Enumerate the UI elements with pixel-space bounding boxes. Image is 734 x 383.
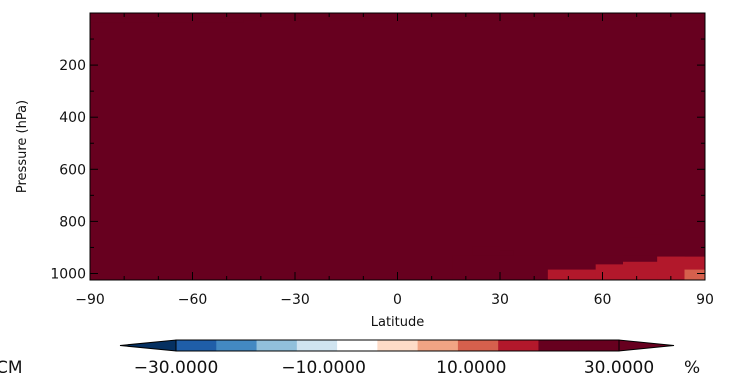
- x-axis-label: Latitude: [371, 315, 425, 330]
- colorbar-swatches: [119, 339, 675, 352]
- colorbar-left-text: CM: [0, 358, 23, 378]
- x-tick-label: −60: [178, 292, 208, 308]
- heatmap-cell: [500, 250, 514, 256]
- colorbar-tick-label: −10.0000: [281, 358, 366, 378]
- colorbar-swatch: [337, 340, 378, 351]
- y-tick-label: 800: [59, 214, 86, 230]
- colorbar-under-arrow: [119, 339, 177, 352]
- x-axis: −90 −60 −30 0 30 60 90: [75, 13, 714, 308]
- plot-area: −90 −60 −30 0 30 60 90 200 400 600 800 1000 Latitu…: [15, 12, 714, 330]
- colorbar-frame: [175, 339, 620, 352]
- colorbar-swatch: [377, 340, 419, 351]
- heatmap-cell: [90, 18, 244, 23]
- colorbar-over-arrow: [618, 339, 675, 352]
- y-tick-label: 600: [59, 162, 86, 178]
- colorbar-swatch: [457, 340, 499, 351]
- heatmap-cell: [664, 229, 685, 256]
- y-axis: 200 400 600 800 1000: [50, 38, 705, 282]
- heatmap-background: [90, 13, 705, 280]
- y-tick-label: 200: [59, 58, 86, 74]
- x-tick-label: −90: [75, 292, 105, 308]
- heatmap-cell: [623, 237, 644, 256]
- heatmap-cell: [623, 261, 664, 280]
- colorbar-swatch: [256, 340, 298, 351]
- x-tick-label: 0: [393, 292, 402, 308]
- colorbar-tick-labels: −30.0000 −10.0000 10.0000 30.0000: [134, 358, 654, 378]
- colorbar-swatch: [498, 340, 539, 351]
- colorbar-unit: %: [684, 358, 700, 378]
- y-axis-label: Pressure (hPa): [15, 100, 30, 193]
- heatmap-cell: [472, 246, 500, 256]
- colorbar-swatch: [578, 340, 620, 351]
- x-tick-label: 60: [594, 292, 612, 308]
- y-tick-label: 1000: [50, 266, 86, 282]
- colorbar: −30.0000 −10.0000 10.0000 30.0000 % CM: [0, 339, 700, 378]
- colorbar-tick-label: 30.0000: [584, 358, 654, 378]
- x-tick-label: −30: [280, 292, 310, 308]
- x-tick-label: 90: [696, 292, 714, 308]
- colorbar-swatch: [216, 340, 258, 351]
- y-tick-label: 400: [59, 110, 86, 126]
- heatmap-cell: [643, 234, 664, 256]
- colorbar-swatch: [176, 340, 217, 351]
- colorbar-tick-label: 10.0000: [436, 358, 506, 378]
- heatmap-cell: [684, 225, 705, 257]
- heatmap-cells: [90, 13, 705, 280]
- colorbar-swatch: [538, 340, 580, 351]
- heatmap-cell: [243, 18, 705, 21]
- heatmap-cell: [684, 269, 705, 280]
- colorbar-tick-label: −30.0000: [134, 358, 219, 378]
- x-tick-label: 30: [491, 292, 509, 308]
- heatmap-cell: [547, 269, 603, 280]
- colorbar-swatch: [417, 340, 459, 351]
- heatmap-cell: [595, 264, 623, 280]
- colorbar-swatch: [296, 340, 338, 351]
